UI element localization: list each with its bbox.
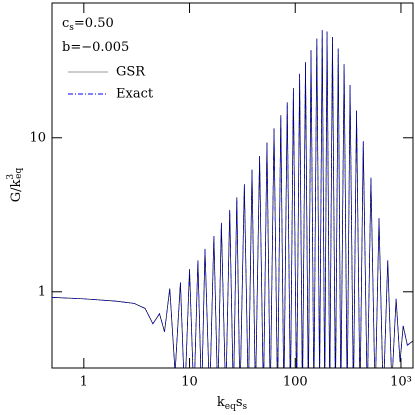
- y-axis-label: G/k3eq: [6, 168, 24, 203]
- annotation: cs=0.50: [62, 16, 114, 33]
- text-part: =0.50: [74, 16, 114, 31]
- subscript: eq: [225, 402, 236, 412]
- text-part: k: [217, 395, 225, 410]
- series-line: [52, 30, 413, 368]
- x-tick-label: 1: [80, 375, 88, 390]
- text-part: b=−0.005: [62, 40, 129, 55]
- legend-label: GSR: [116, 65, 146, 80]
- legend-label: Exact: [116, 87, 154, 102]
- subscript: s: [243, 402, 248, 412]
- x-tick-label: 10³: [390, 375, 412, 390]
- subscript: eq: [14, 168, 24, 179]
- x-tick-label: 100: [283, 375, 308, 390]
- annotation: b=−0.005: [62, 40, 129, 55]
- plot-frame: [51, 2, 414, 369]
- supscript: 3: [6, 174, 16, 180]
- x-tick-label: 10: [181, 375, 198, 390]
- y-tick-label: 10: [29, 130, 46, 145]
- text-part: s: [236, 395, 243, 410]
- subscript: s: [69, 23, 74, 33]
- text-part: G/k: [9, 179, 24, 202]
- x-axis-label: keqss: [217, 395, 248, 412]
- y-tick-label: 1: [38, 284, 46, 299]
- text-part: c: [62, 16, 69, 31]
